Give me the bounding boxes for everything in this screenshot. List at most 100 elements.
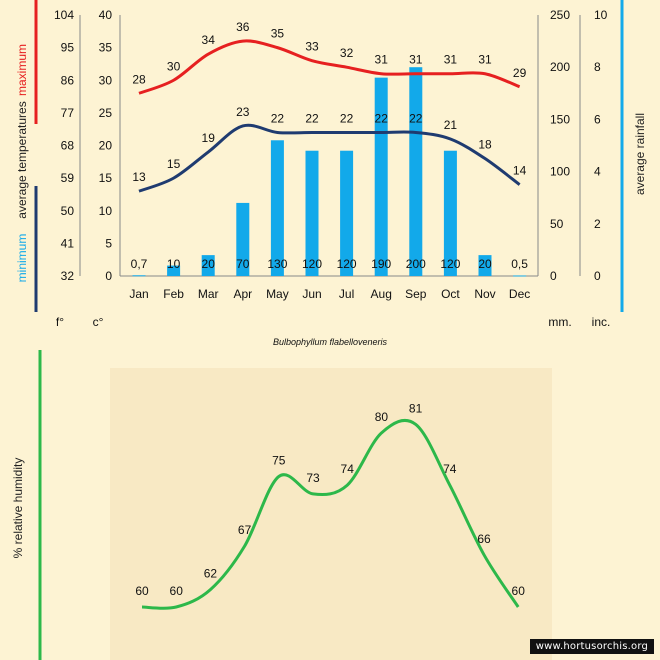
max-temp-label: 31: [375, 53, 389, 67]
month-label: Oct: [441, 287, 460, 301]
month-label: Mar: [198, 287, 219, 301]
mm-tick-label: 150: [550, 112, 570, 126]
fahrenheit-tick-label: 104: [54, 8, 74, 22]
month-label: Feb: [163, 287, 184, 301]
mm-tick-label: 200: [550, 60, 570, 74]
max-temp-label: 31: [478, 53, 492, 67]
humidity-value-label: 74: [443, 462, 457, 476]
month-label: May: [266, 287, 289, 301]
min-temp-label: 22: [340, 111, 354, 125]
inch-tick-label: 8: [594, 60, 601, 74]
celsius-tick-label: 20: [99, 139, 113, 153]
month-label: Jul: [339, 287, 354, 301]
rainfall-bar: [374, 77, 388, 276]
rainfall-value-label: 120: [440, 257, 460, 271]
rainfall-bar: [478, 255, 492, 276]
humidity-value-label: 80: [375, 410, 389, 424]
fahrenheit-tick-label: 41: [61, 236, 75, 250]
rainfall-bar: [340, 150, 354, 276]
min-temp-label: 22: [409, 111, 423, 125]
celsius-tick-label: 35: [99, 41, 113, 55]
humidity-panel: [110, 368, 552, 660]
max-temp-label: 31: [409, 53, 423, 67]
fahrenheit-tick-label: 32: [61, 269, 75, 283]
celsius-tick-label: 30: [99, 73, 113, 87]
rainfall-bar: [409, 67, 423, 276]
min-temp-label: 22: [305, 111, 319, 125]
max-temp-label: 31: [444, 53, 458, 67]
celsius-unit: c°: [93, 315, 104, 329]
month-label: Dec: [509, 287, 530, 301]
humidity-value-label: 67: [238, 523, 252, 537]
rainfall-value-label: 190: [371, 257, 391, 271]
min-temp-label: 19: [202, 131, 216, 145]
rainfall-bar: [443, 150, 457, 276]
rainfall-value-label: 200: [406, 257, 426, 271]
right-axis-title: average rainfall: [633, 113, 647, 195]
chart-title: Bulbophyllum flabelloveneris: [273, 337, 388, 347]
rainfall-value-label: 120: [302, 257, 322, 271]
min-temp-label: 13: [132, 170, 146, 184]
humidity-value-label: 60: [170, 584, 184, 598]
inch-tick-label: 10: [594, 8, 608, 22]
humidity-value-label: 81: [409, 401, 423, 415]
max-temp-line: [138, 39, 521, 95]
inch-tick-label: 6: [594, 112, 601, 126]
max-temp-label: 30: [167, 59, 181, 73]
celsius-tick-label: 25: [99, 106, 113, 120]
rainfall-value-label: 130: [267, 257, 287, 271]
rainfall-value-label: 10: [167, 257, 181, 271]
celsius-tick-label: 10: [99, 204, 113, 218]
humidity-value-label: 66: [477, 532, 491, 546]
humidity-value-label: 73: [306, 471, 320, 485]
inch-tick-label: 4: [594, 165, 601, 179]
min-label: minimum: [15, 234, 29, 283]
rainfall-bar: [167, 265, 181, 276]
max-temp-label: 28: [132, 72, 146, 86]
humidity-line: [141, 419, 520, 610]
fahrenheit-tick-label: 77: [61, 106, 75, 120]
rainfall-bar: [270, 140, 284, 276]
inch-tick-label: 2: [594, 217, 601, 231]
month-label: Apr: [233, 287, 252, 301]
rainfall-bar: [305, 150, 319, 276]
humidity-value-label: 62: [204, 567, 218, 581]
rainfall-value-label: 0,7: [131, 257, 148, 271]
rainfall-bar: [201, 255, 215, 276]
max-temp-label: 36: [236, 20, 250, 34]
rainfall-value-label: 70: [236, 257, 250, 271]
month-label: Jan: [129, 287, 148, 301]
mm-tick-label: 100: [550, 165, 570, 179]
month-label: Aug: [371, 287, 392, 301]
inch-unit: inc.: [592, 315, 611, 329]
site-credit: www.hortusorchis.org: [529, 639, 654, 654]
fahrenheit-tick-label: 59: [61, 171, 75, 185]
rainfall-value-label: 20: [478, 257, 492, 271]
mm-tick-label: 250: [550, 8, 570, 22]
celsius-tick-label: 40: [99, 8, 113, 22]
month-label: Sep: [405, 287, 427, 301]
rainfall-bar: [236, 202, 250, 276]
max-temp-label: 34: [202, 33, 216, 47]
mm-tick-label: 50: [550, 217, 564, 231]
humidity-value-label: 75: [272, 454, 286, 468]
max-temp-label: 35: [271, 27, 285, 41]
min-temp-label: 15: [167, 157, 181, 171]
fahrenheit-unit: f°: [56, 315, 64, 329]
mm-tick-label: 0: [550, 269, 557, 283]
celsius-tick-label: 5: [105, 236, 112, 250]
fahrenheit-tick-label: 68: [61, 139, 75, 153]
month-label: Jun: [302, 287, 321, 301]
min-temp-label: 18: [478, 138, 492, 152]
celsius-tick-label: 0: [105, 269, 112, 283]
min-temp-label: 22: [375, 111, 389, 125]
min-temp-label: 23: [236, 105, 250, 119]
rainfall-value-label: 20: [202, 257, 216, 271]
max-temp-label: 29: [513, 66, 527, 80]
fahrenheit-tick-label: 86: [61, 73, 75, 87]
min-temp-label: 14: [513, 164, 527, 178]
left-axis-title: average temperatures: [15, 101, 29, 218]
min-temp-line: [138, 123, 521, 193]
rainfall-bar: [132, 275, 146, 277]
